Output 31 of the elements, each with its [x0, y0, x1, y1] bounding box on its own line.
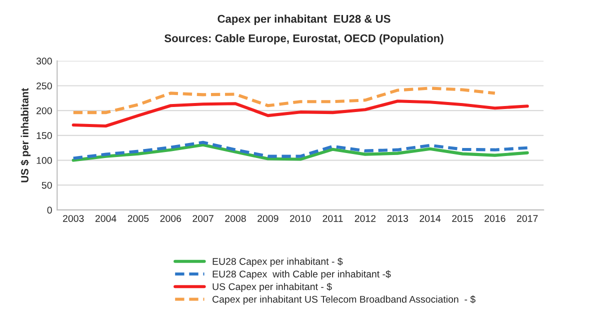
x-tick-label: 2007 [192, 215, 214, 222]
x-tick-label: 2005 [128, 215, 149, 222]
legend-label: Capex per inhabitant US Telecom Broadband Association - $ [212, 295, 476, 305]
y-tick-label: 250 [36, 82, 52, 90]
x-tick-label: 2016 [484, 215, 506, 222]
x-tick-label: 2014 [420, 215, 441, 222]
y-axis-title: US $ per inhabitant [20, 88, 31, 182]
x-tick-label: 2008 [225, 215, 246, 222]
x-tick-label: 2013 [387, 215, 408, 222]
legend-label: EU28 Capex with Cable per inhabitant -$ [212, 270, 391, 280]
y-tick-label: 300 [36, 58, 52, 65]
y-tick-label: 50 [42, 182, 52, 189]
y-tick-label: 200 [36, 107, 52, 114]
x-tick-label: 2012 [354, 215, 376, 222]
chart-subtitle: Sources: Cable Europe, Eurostat, OECD (Population) [164, 34, 444, 44]
x-tick-label: 2015 [452, 215, 473, 222]
x-tick-label: 2017 [517, 215, 538, 222]
legend-label: US Capex per inhabitant - $ [212, 282, 332, 292]
line-series [72, 86, 496, 114]
legend-label: EU28 Capex per inhabitant - $ [212, 258, 343, 267]
line-series [72, 100, 529, 128]
x-tick-label: 2003 [63, 215, 84, 222]
y-tick-label: 0 [47, 206, 52, 214]
x-tick-label: 2009 [258, 215, 278, 222]
y-tick-label: 150 [36, 132, 52, 140]
x-tick-label: 2010 [290, 215, 311, 222]
x-tick-label: 2011 [322, 215, 343, 222]
chart-title: Capex per inhabitant EU28 & US [218, 14, 390, 25]
x-tick-label: 2004 [95, 215, 116, 222]
y-tick-label: 100 [36, 157, 52, 164]
x-tick-label: 2006 [160, 215, 182, 222]
